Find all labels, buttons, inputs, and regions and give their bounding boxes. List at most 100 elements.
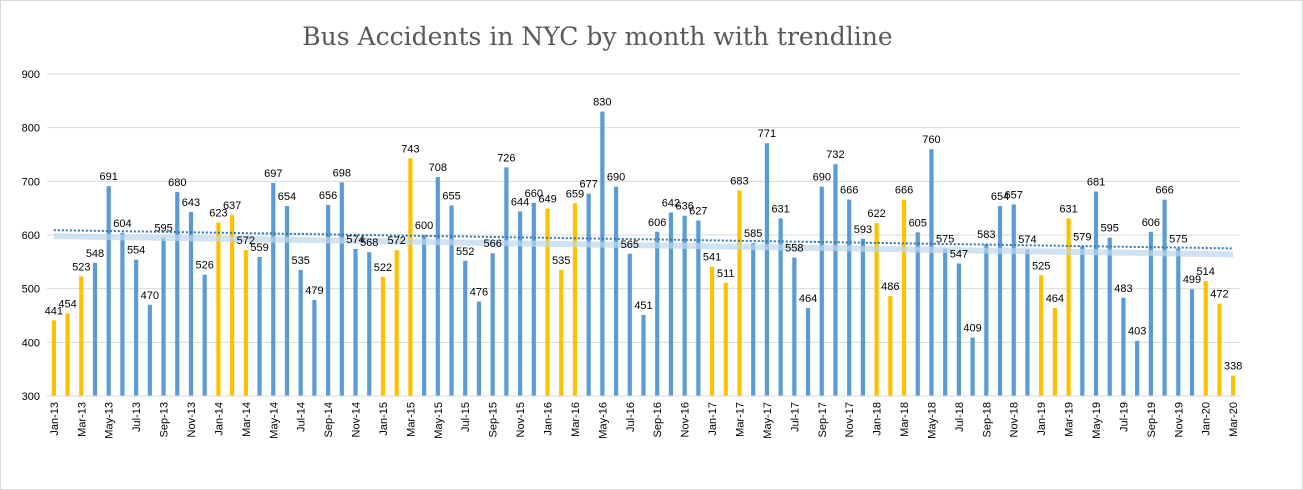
y-tick-label: 800 xyxy=(22,123,40,135)
bar xyxy=(860,238,866,396)
data-label: 771 xyxy=(758,128,776,140)
data-label: 637 xyxy=(223,200,241,212)
data-label: 511 xyxy=(717,268,735,280)
bar xyxy=(641,314,646,396)
data-label: 470 xyxy=(141,290,159,302)
data-label: 409 xyxy=(963,323,981,335)
data-label: 575 xyxy=(1169,233,1187,245)
bar xyxy=(449,205,454,396)
bar xyxy=(888,296,893,396)
bar xyxy=(298,269,303,396)
bar xyxy=(271,182,276,396)
data-label: 690 xyxy=(607,172,625,184)
bar xyxy=(819,186,824,396)
data-labels: 4414545235486916045544705956806435266236… xyxy=(45,97,1243,373)
data-label: 338 xyxy=(1224,361,1242,373)
x-tick-label: May-15 xyxy=(433,402,445,439)
x-tick-label: Jul-15 xyxy=(460,402,472,432)
x-tick-label: May-18 xyxy=(926,402,938,439)
x-tick-label: Nov-13 xyxy=(186,402,198,437)
x-tick-label: Jan-16 xyxy=(543,402,555,436)
data-label: 623 xyxy=(209,208,227,220)
bar xyxy=(476,301,482,396)
x-tick-label: Nov-16 xyxy=(680,402,692,437)
bar xyxy=(353,248,358,396)
data-label: 595 xyxy=(1101,223,1119,235)
bar xyxy=(696,220,701,396)
y-axis: 300 400 500 600 700 800 900 xyxy=(22,69,40,403)
x-tick-label: Nov-17 xyxy=(844,402,856,437)
bar xyxy=(1093,191,1099,396)
bar xyxy=(463,260,468,396)
data-label: 464 xyxy=(799,293,817,305)
trendline xyxy=(53,229,1234,258)
data-label: 691 xyxy=(100,171,118,183)
data-label: 472 xyxy=(1210,289,1228,301)
bar xyxy=(326,204,331,396)
data-label: 606 xyxy=(648,217,666,229)
data-label: 579 xyxy=(1073,231,1091,243)
x-tick-label: Sep-16 xyxy=(652,402,664,437)
data-label: 622 xyxy=(867,208,885,220)
bar xyxy=(929,149,934,396)
bar xyxy=(216,222,221,396)
data-label: 583 xyxy=(977,229,995,241)
bar xyxy=(175,192,180,396)
data-label: 522 xyxy=(374,262,392,274)
bar xyxy=(1080,246,1085,396)
bar xyxy=(243,250,248,396)
bar xyxy=(421,235,427,396)
bar xyxy=(120,232,125,396)
bar xyxy=(1121,297,1126,396)
x-tick-label: Sep-19 xyxy=(1146,402,1158,437)
data-label: 476 xyxy=(470,287,488,299)
data-label: 680 xyxy=(168,177,186,189)
bar xyxy=(147,304,152,396)
y-tick-label: 600 xyxy=(22,230,40,242)
x-tick-label: Mar-13 xyxy=(76,402,88,437)
bar xyxy=(613,186,619,396)
x-tick-label: Mar-18 xyxy=(899,402,911,437)
data-label: 654 xyxy=(991,191,1009,203)
bar xyxy=(490,253,495,396)
data-label: 595 xyxy=(154,223,172,235)
data-label: 574 xyxy=(346,234,364,246)
data-label: 606 xyxy=(1142,217,1160,229)
trendline-line xyxy=(53,229,1234,250)
bar xyxy=(380,276,386,396)
data-label: 572 xyxy=(237,235,255,247)
x-tick-label: Nov-15 xyxy=(515,402,527,437)
x-tick-label: Jul-17 xyxy=(789,402,801,432)
bar xyxy=(408,158,413,396)
data-label: 547 xyxy=(950,248,968,260)
y-tick-label: 400 xyxy=(22,337,40,349)
bar xyxy=(1203,281,1208,396)
bar xyxy=(600,111,605,397)
bar xyxy=(435,177,440,396)
bar xyxy=(627,253,632,396)
x-tick-label: Jan-17 xyxy=(707,402,719,436)
bar xyxy=(284,206,290,396)
bar xyxy=(1176,248,1181,396)
data-label: 514 xyxy=(1197,266,1215,278)
data-label: 698 xyxy=(333,167,351,179)
x-tick-label: Nov-19 xyxy=(1173,402,1185,437)
data-label: 656 xyxy=(319,190,337,202)
data-label: 523 xyxy=(72,261,90,273)
data-label: 605 xyxy=(909,217,927,229)
bar xyxy=(915,232,920,396)
data-label: 575 xyxy=(936,233,954,245)
data-label: 451 xyxy=(634,300,652,312)
bar xyxy=(586,193,591,396)
data-label: 483 xyxy=(1114,283,1132,295)
data-label: 697 xyxy=(264,168,282,180)
x-tick-label: Jul-13 xyxy=(131,402,143,432)
data-label: 659 xyxy=(566,188,584,200)
data-label: 644 xyxy=(511,196,529,208)
x-tick-label: Jan-20 xyxy=(1201,402,1213,436)
bar xyxy=(367,252,372,396)
data-label: 554 xyxy=(127,245,145,257)
bar xyxy=(970,337,975,396)
data-label: 708 xyxy=(429,162,447,174)
